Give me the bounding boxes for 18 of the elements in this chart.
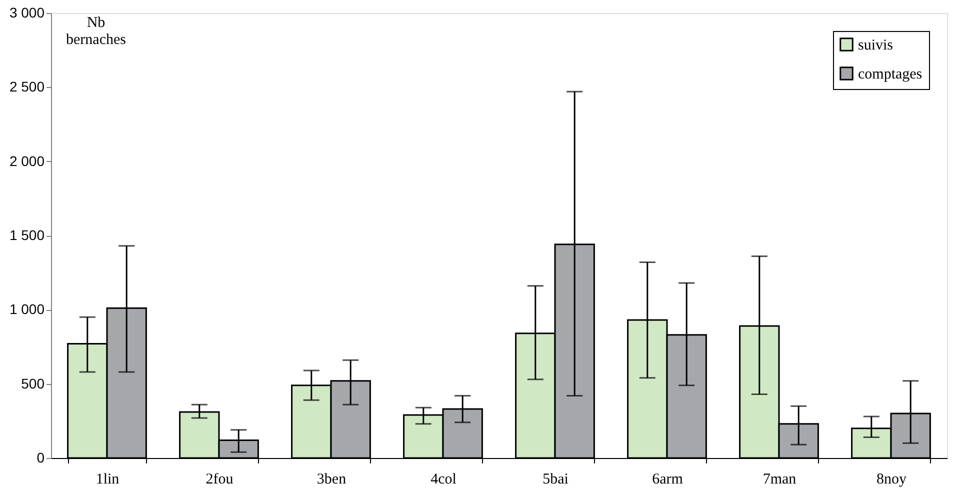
- x-tick-label: 6arm: [652, 472, 684, 488]
- y-tick-label: 500: [21, 375, 45, 392]
- x-tick-label: 3ben: [316, 472, 347, 488]
- y-axis-title: Nb bernaches: [66, 15, 126, 48]
- x-tick-label: 4col: [430, 472, 456, 488]
- legend-label: suivis: [858, 38, 894, 54]
- x-tick-label: 2fou: [206, 472, 234, 488]
- y-tick-label: 2 000: [9, 152, 45, 169]
- y-tick-label: 0: [36, 450, 45, 466]
- legend-label: comptages: [858, 66, 922, 82]
- y-tick-label: 1 000: [9, 301, 45, 318]
- x-tick-label: 8noy: [876, 472, 907, 488]
- y-tick-label: 2 500: [9, 78, 45, 95]
- y-tick-label: 3 000: [9, 4, 45, 20]
- y-tick-label: 1 500: [9, 227, 45, 243]
- x-tick-label: 7man: [762, 472, 797, 488]
- x-tick-label: 1lin: [96, 472, 120, 488]
- x-tick-label: 5bai: [542, 472, 568, 488]
